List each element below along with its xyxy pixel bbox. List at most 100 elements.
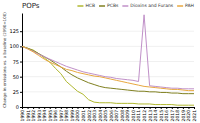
tick-label: 2012 [142, 110, 147, 122]
legend-item: Dioxins and Furans [122, 3, 173, 8]
x-tick: 1995 [48, 107, 53, 121]
tick-label: 2007 [114, 110, 119, 122]
y-axis: 0255075100125 [9, 14, 22, 111]
grid-line [22, 46, 194, 47]
tick-mark [100, 107, 101, 109]
x-tick: 2003 [92, 107, 97, 121]
x-tick: 2012 [142, 107, 147, 121]
tick-label: 2018 [175, 110, 180, 122]
x-tick: 2008 [120, 107, 125, 121]
x-tick: 2011 [136, 107, 141, 121]
x-tick: 2005 [103, 107, 108, 121]
tick-label: 2001 [81, 110, 86, 122]
tick-label: 1991 [25, 110, 30, 122]
chart: 1990199119921993199419951996199719981999… [0, 0, 200, 123]
tick-mark [77, 107, 78, 109]
tick-label: 2004 [98, 110, 103, 122]
tick-label: 1996 [53, 110, 58, 122]
tick-label: 2017 [170, 110, 175, 122]
tick-label: 75 [13, 59, 19, 65]
tick-mark [177, 107, 178, 109]
x-axis: 1990199119921993199419951996199719981999… [20, 107, 197, 121]
tick-mark [161, 107, 162, 109]
tick-mark [105, 107, 106, 109]
x-tick: 2014 [153, 107, 158, 121]
tick-mark [83, 107, 84, 109]
tick-label: 1995 [48, 110, 53, 122]
tick-label: 2005 [103, 110, 108, 122]
title: POPs [22, 2, 40, 10]
tick-label: 125 [9, 28, 19, 34]
tick-mark [44, 107, 45, 109]
x-tick: 2001 [81, 107, 86, 121]
tick-label: 2011 [136, 110, 141, 122]
y-tick: 50 [13, 74, 22, 80]
tick-label: 2016 [164, 110, 169, 122]
x-tick: 1994 [42, 107, 47, 121]
x-tick: 1992 [31, 107, 36, 121]
lines [22, 15, 194, 105]
y-tick: 75 [13, 59, 22, 65]
tick-label: 1998 [64, 110, 69, 122]
tick-mark [33, 107, 34, 109]
x-tick: 1996 [53, 107, 58, 121]
tick-mark [122, 107, 123, 109]
x-tick: 2002 [87, 107, 92, 121]
tick-mark [127, 107, 128, 109]
legend: HCB PCBs Dioxins and Furans PAH [77, 3, 194, 8]
x-tick: 2015 [159, 107, 164, 121]
x-tick: 2010 [131, 107, 136, 121]
tick-mark [89, 107, 90, 109]
y-tick: 125 [9, 28, 22, 34]
x-tick: 1990 [20, 107, 25, 121]
x-tick: 2007 [114, 107, 119, 121]
tick-label: 2006 [109, 110, 114, 122]
legend-item: PCBs [99, 3, 119, 8]
tick-mark [39, 107, 40, 109]
tick-label: 1992 [31, 110, 36, 122]
tick-mark [133, 107, 134, 109]
tick-label: 2014 [153, 110, 158, 122]
tick-label: 0 [16, 104, 19, 110]
legend-label: HCB [85, 3, 95, 8]
legend-swatch [177, 5, 183, 7]
tick-mark [20, 46, 22, 47]
axis-line [23, 107, 195, 108]
legend-label: Dioxins and Furans [130, 3, 173, 8]
tick-label: 1999 [70, 110, 75, 122]
tick-mark [20, 77, 22, 78]
tick-mark [144, 107, 145, 109]
tick-label: 1990 [20, 110, 25, 122]
tick-mark [155, 107, 156, 109]
x-tick: 2016 [164, 107, 169, 121]
series-line [22, 46, 194, 105]
tick-label: 2020 [186, 110, 191, 122]
legend-swatch [122, 5, 128, 7]
tick-mark [116, 107, 117, 109]
tick-mark [20, 31, 22, 32]
tick-mark [111, 107, 112, 109]
legend-item: HCB [77, 3, 95, 8]
legend-label: PAH [185, 3, 194, 8]
tick-label: 2013 [148, 110, 153, 122]
x-tick: 2000 [75, 107, 80, 121]
axis-line [22, 14, 23, 108]
tick-mark [183, 107, 184, 109]
tick-mark [20, 92, 22, 93]
series-line [22, 15, 194, 89]
y-tick: 0 [16, 104, 22, 110]
tick-label: 1997 [59, 110, 64, 122]
tick-mark [61, 107, 62, 109]
tick-label: 2000 [75, 110, 80, 122]
x-tick: 1999 [70, 107, 75, 121]
x-tick: 2021 [192, 107, 197, 121]
x-tick: 2020 [186, 107, 191, 121]
x-tick: 2013 [148, 107, 153, 121]
x-tick: 2006 [109, 107, 114, 121]
grid [22, 31, 194, 107]
tick-label: 50 [13, 74, 19, 80]
x-tick: 1991 [25, 107, 30, 121]
tick-mark [139, 107, 140, 109]
y-tick: 25 [13, 89, 22, 95]
tick-mark [50, 107, 51, 109]
